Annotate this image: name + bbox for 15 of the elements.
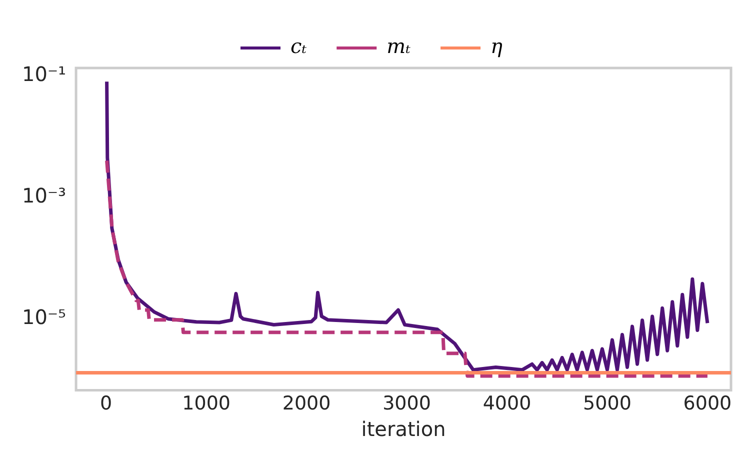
legend-label: η bbox=[490, 34, 503, 58]
x-axis-title: iteration bbox=[361, 417, 446, 442]
x-tick-label: 4000 bbox=[482, 392, 532, 415]
y-tick-label: 10⁻³ bbox=[22, 183, 66, 208]
legend-label: cₜ bbox=[290, 34, 307, 58]
x-tick-label: 0 bbox=[100, 392, 112, 415]
x-tick-label: 2000 bbox=[282, 392, 331, 415]
legend-label: mₜ bbox=[386, 34, 411, 58]
y-tick-label: 10⁻¹ bbox=[22, 62, 66, 86]
line-series bbox=[105, 158, 710, 378]
x-tick-label: 3000 bbox=[382, 392, 431, 415]
y-tick-label: 10⁻⁵ bbox=[22, 305, 66, 330]
x-tick-label: 5000 bbox=[583, 392, 632, 415]
x-tick-label: 6000 bbox=[683, 392, 732, 415]
x-tick-label: 1000 bbox=[182, 392, 230, 415]
